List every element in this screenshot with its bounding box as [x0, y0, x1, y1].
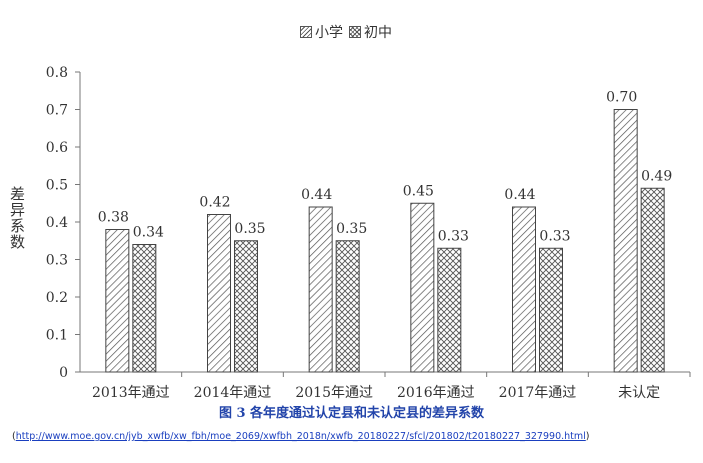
source-close-paren: ) — [585, 431, 590, 442]
bar — [613, 109, 638, 373]
data-label: 0.35 — [234, 221, 265, 237]
y-tick-label: 0 — [59, 365, 68, 381]
bar — [132, 244, 157, 373]
x-tick-label: 2016年通过 — [397, 385, 475, 400]
source-line: (http://www.moe.gov.cn/jyb_xwfb/xw_fbh/m… — [12, 431, 590, 442]
data-label: 0.49 — [641, 168, 672, 184]
bar — [539, 247, 563, 373]
data-labels: 0.380.340.420.350.440.350.450.330.440.33… — [98, 90, 673, 245]
x-tick-label: 未认定 — [618, 385, 660, 400]
legend-item-primary: 小学 — [300, 22, 343, 42]
y-tick-label: 0.5 — [46, 178, 68, 194]
data-label: 0.33 — [539, 228, 570, 244]
legend-swatch-cross-icon — [349, 26, 361, 38]
axes: 0 0.1 0.2 0.3 0.4 0.5 0.6 0.7 0.8 2013年通过 2014年通过 2… — [46, 65, 691, 400]
y-tick-label: 0.1 — [46, 328, 68, 344]
bar — [512, 206, 536, 373]
y-tick-label: 0.2 — [46, 290, 68, 306]
legend-swatch-hatch-icon — [300, 26, 312, 38]
data-label: 0.42 — [199, 195, 230, 211]
y-tick-label: 0.8 — [46, 65, 68, 81]
x-tick-label: 2014年通过 — [194, 385, 272, 400]
data-label: 0.33 — [438, 228, 469, 244]
bar — [234, 240, 258, 373]
data-label: 0.38 — [98, 210, 129, 226]
y-tick-label: 0.3 — [46, 253, 68, 269]
figure-caption: 图 3 各年度通过认定县和未认定县的差异系数 — [218, 406, 485, 421]
data-label: 0.34 — [133, 225, 164, 241]
bar — [308, 206, 333, 373]
legend-item-middle: 初中 — [349, 22, 392, 42]
data-label: 0.44 — [504, 187, 535, 203]
y-tick-label: 0.7 — [46, 103, 68, 119]
legend-label: 初中 — [364, 25, 392, 41]
data-label: 0.45 — [403, 183, 434, 199]
bars — [105, 109, 665, 373]
data-label: 0.35 — [336, 221, 367, 237]
x-tick-label: 2015年通过 — [295, 385, 373, 400]
bar — [335, 240, 360, 373]
data-label: 0.70 — [606, 90, 637, 106]
data-label: 0.44 — [301, 187, 332, 203]
bar — [207, 214, 231, 373]
bar — [410, 202, 435, 373]
y-tick-label: 0.4 — [46, 215, 68, 231]
bar — [437, 247, 462, 373]
x-tick-label: 2013年通过 — [92, 385, 170, 400]
bar — [640, 187, 665, 373]
bar — [105, 229, 130, 373]
source-link[interactable]: http://www.moe.gov.cn/jyb_xwfb/xw_fbh/mo… — [15, 431, 586, 442]
y-tick-label: 0.6 — [46, 140, 68, 156]
legend-label: 小学 — [315, 25, 343, 41]
y-axis-label: 差异系数 — [8, 186, 26, 250]
x-tick-label: 2017年通过 — [499, 385, 577, 400]
source-open-paren: ( — [12, 431, 16, 442]
legend: 小学 初中 — [300, 22, 392, 42]
chart: 0 0.1 0.2 0.3 0.4 0.5 0.6 0.7 0.8 2013年通过 2014年通过 2… — [46, 65, 691, 400]
